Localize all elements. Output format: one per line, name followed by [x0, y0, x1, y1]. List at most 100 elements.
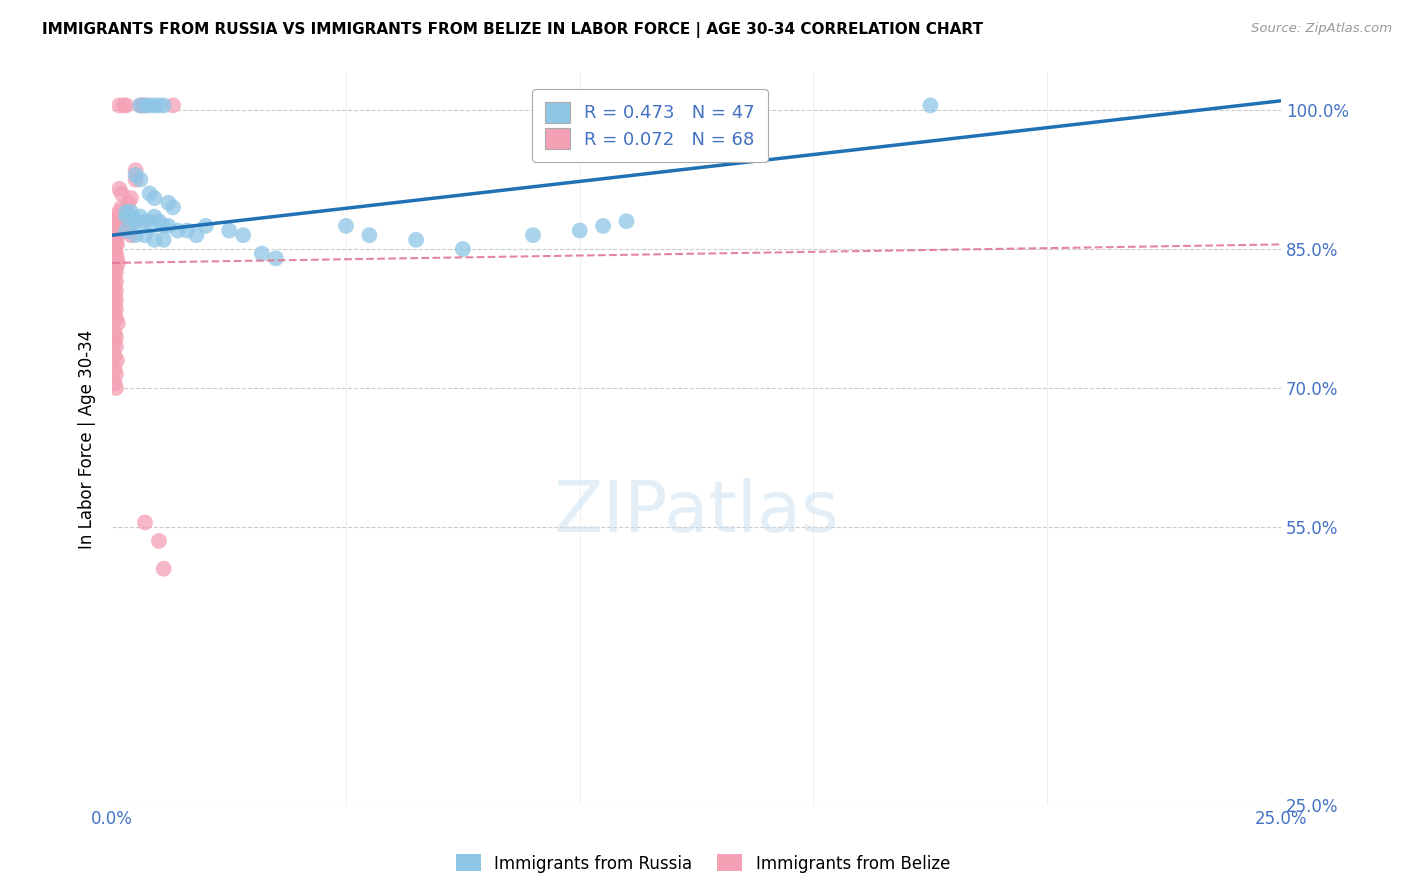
Text: ZIPatlas: ZIPatlas [554, 478, 839, 547]
Point [103, 214, 125, 228]
Point [115, 205, 138, 219]
Point [120, 210, 142, 224]
Point [131, 98, 153, 112]
Point [104, 210, 127, 224]
Point [104, 330, 127, 344]
Point [112, 98, 135, 112]
Point [103, 223, 125, 237]
Point [108, 205, 131, 219]
Point [103, 242, 125, 256]
Point [129, 172, 152, 186]
Point [405, 233, 427, 247]
Text: Source: ZipAtlas.com: Source: ZipAtlas.com [1251, 22, 1392, 36]
Point [218, 223, 240, 237]
Point [103, 279, 125, 293]
Point [124, 163, 146, 178]
Point [104, 219, 127, 233]
Point [104, 260, 127, 275]
Point [108, 98, 131, 112]
Point [110, 200, 132, 214]
Point [592, 219, 614, 233]
Point [232, 228, 254, 243]
Point [104, 284, 127, 298]
Point [104, 339, 127, 353]
Point [143, 233, 166, 247]
Point [115, 223, 138, 237]
Y-axis label: In Labor Force | Age 30-34: In Labor Force | Age 30-34 [79, 329, 96, 549]
Point [115, 98, 138, 112]
Point [359, 228, 381, 243]
Point [115, 210, 138, 224]
Point [107, 214, 129, 228]
Point [103, 260, 125, 275]
Point [104, 237, 127, 252]
Point [103, 362, 125, 376]
Point [134, 228, 156, 243]
Point [104, 311, 127, 326]
Point [103, 269, 125, 284]
Point [134, 98, 156, 112]
Point [616, 214, 638, 228]
Point [120, 191, 142, 205]
Point [134, 516, 156, 530]
Point [104, 381, 127, 395]
Point [105, 223, 128, 237]
Point [250, 246, 273, 260]
Point [186, 228, 208, 243]
Point [120, 205, 142, 219]
Point [152, 233, 174, 247]
Point [117, 195, 139, 210]
Point [105, 223, 128, 237]
Point [129, 210, 152, 224]
Point [162, 98, 184, 112]
Legend: R = 0.473   N = 47, R = 0.072   N = 68: R = 0.473 N = 47, R = 0.072 N = 68 [531, 89, 768, 161]
Point [103, 326, 125, 340]
Point [522, 228, 544, 243]
Point [107, 228, 129, 243]
Point [107, 256, 129, 270]
Point [104, 265, 127, 279]
Point [104, 302, 127, 317]
Point [103, 256, 125, 270]
Point [104, 228, 127, 243]
Point [105, 353, 128, 368]
Point [162, 200, 184, 214]
Point [103, 246, 125, 260]
Point [103, 334, 125, 349]
Point [110, 186, 132, 201]
Point [103, 288, 125, 302]
Point [124, 228, 146, 243]
Point [129, 98, 152, 112]
Point [148, 98, 170, 112]
Point [104, 367, 127, 381]
Point [152, 562, 174, 576]
Point [104, 233, 127, 247]
Point [124, 214, 146, 228]
Point [117, 223, 139, 237]
Point [129, 98, 152, 112]
Point [143, 191, 166, 205]
Point [176, 223, 198, 237]
Point [105, 252, 128, 266]
Point [148, 214, 170, 228]
Point [264, 252, 287, 266]
Point [166, 223, 188, 237]
Point [103, 307, 125, 321]
Point [157, 195, 180, 210]
Point [103, 233, 125, 247]
Point [107, 316, 129, 330]
Point [105, 219, 128, 233]
Point [152, 219, 174, 233]
Point [138, 98, 160, 112]
Point [451, 242, 474, 256]
Point [138, 186, 160, 201]
Point [103, 298, 125, 312]
Legend: Immigrants from Russia, Immigrants from Belize: Immigrants from Russia, Immigrants from … [450, 847, 956, 880]
Point [108, 182, 131, 196]
Point [134, 98, 156, 112]
Point [124, 168, 146, 182]
Point [143, 98, 166, 112]
Point [110, 223, 132, 237]
Point [103, 228, 125, 243]
Point [194, 219, 217, 233]
